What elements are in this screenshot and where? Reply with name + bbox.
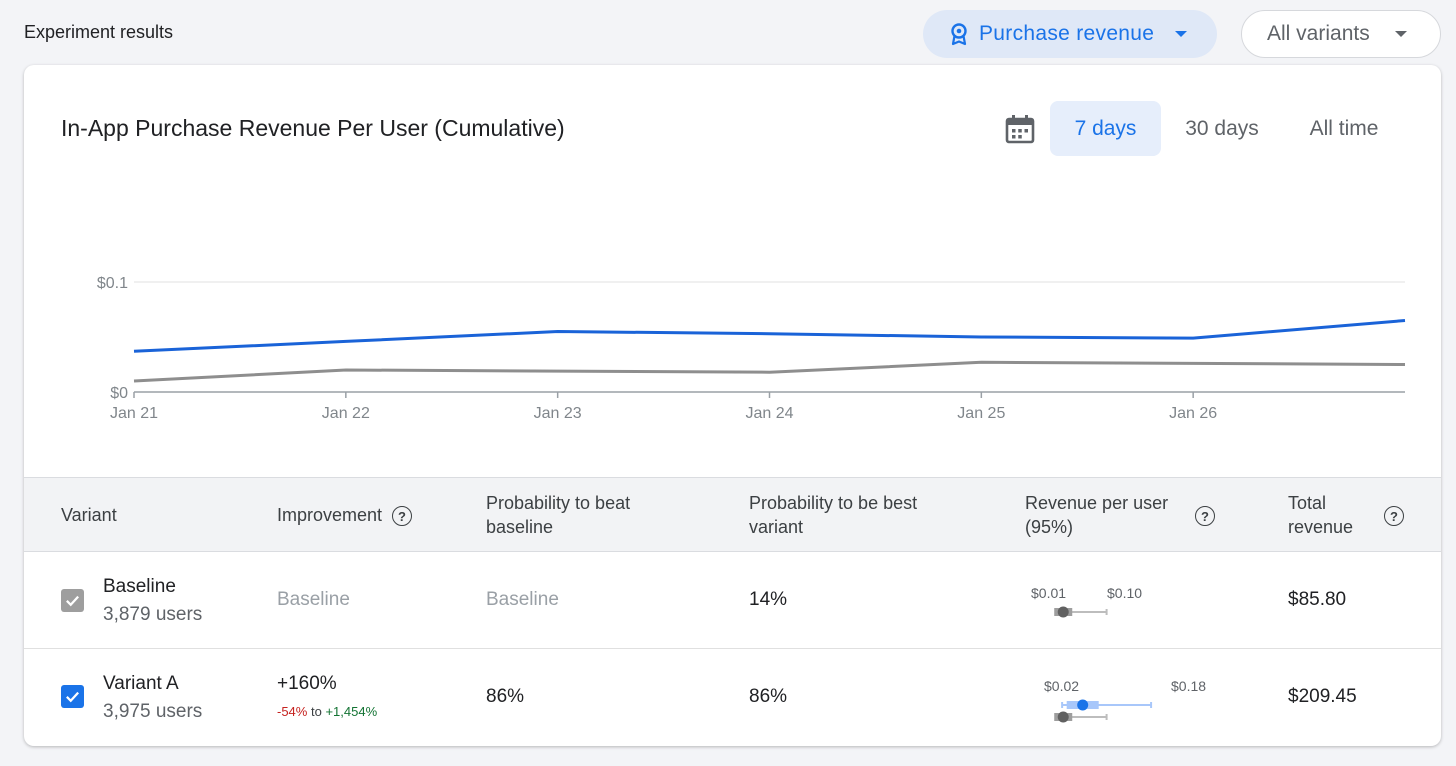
improvement-low: -54%: [277, 704, 308, 719]
revenue-per-user-interval: [1054, 699, 1153, 723]
check-icon: [66, 595, 80, 607]
calendar-icon[interactable]: [1004, 113, 1036, 145]
check-icon: [66, 691, 80, 703]
x-tick-label: Jan 25: [957, 405, 1005, 422]
total-revenue-value: $85.80: [1288, 589, 1347, 610]
table-row: Variant A 3,975 users +160% -54% to +1,4…: [24, 649, 1441, 746]
variant-checkbox[interactable]: [61, 685, 84, 708]
probability-beat-value: 86%: [486, 686, 525, 707]
range-7-days-button[interactable]: 7 days: [1050, 101, 1161, 156]
page-title: Experiment results: [24, 22, 174, 42]
ci-point: [1077, 699, 1089, 711]
variant-name: Baseline: [103, 576, 176, 597]
total-revenue-value: $209.45: [1288, 686, 1357, 707]
metric-selector-button[interactable]: Purchase revenue: [923, 10, 1217, 58]
improvement-interval: -54% to +1,454%: [277, 704, 377, 719]
column-header-probability-best-variant: Probability to be best variant: [749, 493, 918, 537]
improvement-to: to: [310, 704, 322, 719]
probability-best-value: 86%: [749, 686, 788, 707]
range-all-time-button[interactable]: All time: [1309, 116, 1379, 140]
ci-low-label: $0.02: [1044, 678, 1080, 694]
x-tick-label: Jan 23: [534, 405, 582, 422]
chart-title: In-App Purchase Revenue Per User (Cumula…: [61, 115, 565, 141]
variant-users: 3,975 users: [103, 701, 203, 722]
table-row: Baseline 3,879 users Baseline Baseline 1…: [24, 552, 1441, 649]
caret-down-icon: [1175, 31, 1188, 37]
variant-name: Variant A: [103, 673, 179, 694]
revenue-line-chart: $0 $0.1 Jan 21 Jan 22 Jan 23 Jan 24 Jan 25 Jan …: [97, 275, 1406, 422]
ci-high-label: $0.18: [1171, 678, 1207, 694]
variant-users: 3,879 users: [103, 604, 203, 625]
variants-selector-button[interactable]: All variants: [1241, 10, 1441, 58]
revenue-per-user-interval: [1054, 606, 1108, 618]
ci-low-label: $0.01: [1031, 585, 1067, 601]
y-tick-label: $0.1: [97, 275, 128, 292]
ci-point: [1057, 606, 1069, 618]
help-icon[interactable]: ?: [392, 506, 412, 526]
variant-checkbox[interactable]: [61, 589, 84, 612]
results-card: In-App Purchase Revenue Per User (Cumula…: [24, 65, 1441, 746]
series-line-variant-a: [133, 319, 1406, 353]
caret-down-icon: [1394, 31, 1407, 37]
column-header-probability-beat-baseline: Probability to beat baseline: [486, 493, 631, 537]
improvement-high: +1,454%: [325, 704, 378, 719]
ci-high-label: $0.10: [1107, 585, 1143, 601]
variants-label: All variants: [1267, 22, 1370, 45]
help-icon[interactable]: ?: [1384, 506, 1404, 526]
column-header-improvement: Improvement: [277, 505, 383, 525]
metric-label: Purchase revenue: [979, 22, 1155, 45]
table-header: Variant Improvement ? Probability to bea…: [24, 477, 1441, 552]
award-icon: [951, 23, 967, 46]
probability-beat-value: Baseline: [486, 589, 559, 610]
improvement-value: +160%: [277, 673, 337, 694]
column-header-total-revenue: Total revenue: [1288, 493, 1354, 537]
ci-point: [1057, 711, 1069, 723]
probability-best-value: 14%: [749, 589, 788, 610]
x-tick-label: Jan 24: [745, 405, 793, 422]
x-tick-label: Jan 22: [322, 405, 370, 422]
x-tick-label: Jan 26: [1169, 405, 1217, 422]
column-header-revenue-per-user: Revenue per user (95%): [1025, 493, 1169, 537]
y-tick-label: $0: [110, 385, 128, 402]
x-tick-label: Jan 21: [110, 405, 158, 422]
series-line-baseline: [133, 360, 1406, 383]
improvement-value: Baseline: [277, 589, 350, 610]
help-icon[interactable]: ?: [1195, 506, 1215, 526]
range-30-days-button[interactable]: 30 days: [1185, 116, 1259, 140]
column-header-variant: Variant: [61, 505, 117, 525]
